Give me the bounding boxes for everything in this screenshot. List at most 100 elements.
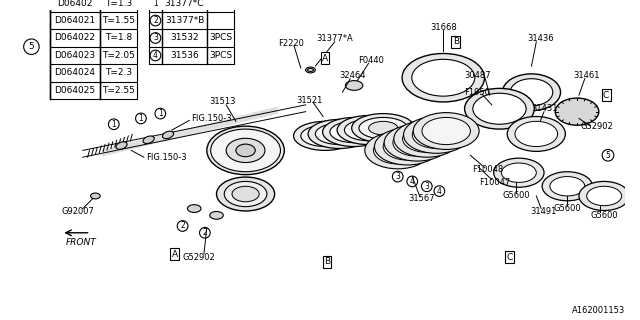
Ellipse shape (116, 142, 127, 149)
Ellipse shape (308, 68, 314, 71)
Text: T=1.55: T=1.55 (102, 16, 135, 25)
Text: F10048: F10048 (472, 165, 504, 174)
Text: 4: 4 (410, 177, 415, 186)
Text: T=2.3: T=2.3 (105, 68, 132, 77)
Text: FIG.150-3: FIG.150-3 (146, 153, 186, 162)
Text: F10047: F10047 (479, 178, 510, 187)
Text: 3PCS: 3PCS (209, 34, 232, 43)
Ellipse shape (344, 119, 393, 141)
Ellipse shape (310, 129, 340, 143)
Text: 1: 1 (158, 109, 163, 118)
Text: 32464: 32464 (339, 71, 365, 80)
Text: 3: 3 (396, 172, 400, 181)
Ellipse shape (340, 125, 369, 139)
Bar (148, 0, 234, 64)
Text: D064022: D064022 (54, 34, 95, 43)
Text: 4: 4 (153, 51, 158, 60)
Ellipse shape (403, 125, 451, 152)
Ellipse shape (473, 93, 526, 124)
Text: 31461: 31461 (573, 71, 600, 80)
Text: 31536: 31536 (170, 51, 199, 60)
Text: 31436: 31436 (527, 35, 554, 44)
Text: 31377*A: 31377*A (316, 35, 353, 44)
Text: 3: 3 (153, 34, 158, 43)
Text: 31521: 31521 (296, 97, 323, 106)
Ellipse shape (394, 120, 460, 157)
Text: 2: 2 (202, 228, 207, 237)
Ellipse shape (359, 117, 408, 139)
Text: C: C (603, 91, 609, 100)
Text: G52902: G52902 (580, 122, 612, 131)
Text: 3: 3 (424, 182, 429, 191)
Text: G5600: G5600 (590, 211, 618, 220)
Text: 3PCS: 3PCS (209, 51, 232, 60)
Ellipse shape (308, 119, 371, 148)
Ellipse shape (236, 144, 255, 157)
Text: D06402: D06402 (58, 0, 93, 8)
Text: D064023: D064023 (54, 51, 95, 60)
Text: FIG.150-3: FIG.150-3 (191, 114, 232, 123)
Text: G5600: G5600 (554, 204, 581, 213)
Ellipse shape (90, 193, 100, 199)
Text: C: C (506, 252, 512, 261)
Ellipse shape (556, 98, 599, 125)
Text: FRONT: FRONT (65, 238, 96, 247)
Ellipse shape (465, 88, 534, 129)
Ellipse shape (374, 128, 440, 165)
Text: 31567: 31567 (408, 194, 435, 204)
Text: 1: 1 (153, 0, 158, 8)
Text: 31532: 31532 (170, 34, 199, 43)
Text: 31668: 31668 (430, 23, 457, 32)
Ellipse shape (402, 53, 484, 102)
Text: F1950: F1950 (464, 88, 490, 97)
Ellipse shape (422, 117, 470, 145)
Ellipse shape (354, 123, 383, 137)
Text: D064025: D064025 (54, 86, 95, 95)
Ellipse shape (501, 163, 536, 182)
Ellipse shape (346, 81, 363, 90)
Ellipse shape (224, 181, 267, 207)
Text: 4: 4 (437, 187, 442, 196)
Bar (50, 0, 137, 99)
Ellipse shape (369, 121, 397, 135)
Ellipse shape (306, 67, 316, 73)
Text: T=2.55: T=2.55 (102, 86, 135, 95)
Ellipse shape (515, 121, 557, 147)
Ellipse shape (216, 177, 275, 211)
Ellipse shape (323, 117, 386, 147)
Ellipse shape (301, 125, 349, 147)
Ellipse shape (393, 129, 442, 156)
Text: 1: 1 (138, 114, 143, 123)
Ellipse shape (143, 136, 154, 143)
Ellipse shape (383, 133, 431, 160)
Ellipse shape (374, 137, 422, 164)
Ellipse shape (550, 177, 585, 196)
Text: 31513: 31513 (209, 98, 236, 107)
Ellipse shape (510, 79, 553, 106)
Text: T=1.8: T=1.8 (105, 34, 132, 43)
Ellipse shape (163, 131, 173, 139)
Text: F0440: F0440 (358, 56, 385, 65)
Ellipse shape (412, 121, 461, 148)
Text: A162001153: A162001153 (572, 306, 625, 315)
Text: A: A (322, 54, 328, 63)
Text: G92007: G92007 (61, 207, 94, 216)
Ellipse shape (316, 123, 364, 145)
Ellipse shape (542, 172, 593, 201)
Ellipse shape (210, 212, 223, 219)
Text: G5600: G5600 (502, 191, 530, 200)
Ellipse shape (365, 132, 431, 169)
Ellipse shape (384, 124, 450, 161)
Ellipse shape (330, 121, 378, 143)
Text: 1: 1 (111, 120, 116, 129)
Text: 5: 5 (29, 42, 35, 51)
Text: 2: 2 (153, 16, 158, 25)
Text: B: B (324, 257, 330, 266)
Ellipse shape (232, 186, 259, 202)
Ellipse shape (226, 138, 265, 163)
Ellipse shape (493, 158, 544, 187)
Text: 2: 2 (180, 221, 185, 230)
Text: B: B (453, 37, 459, 46)
Ellipse shape (294, 121, 356, 150)
Text: 31377*C: 31377*C (164, 0, 204, 8)
